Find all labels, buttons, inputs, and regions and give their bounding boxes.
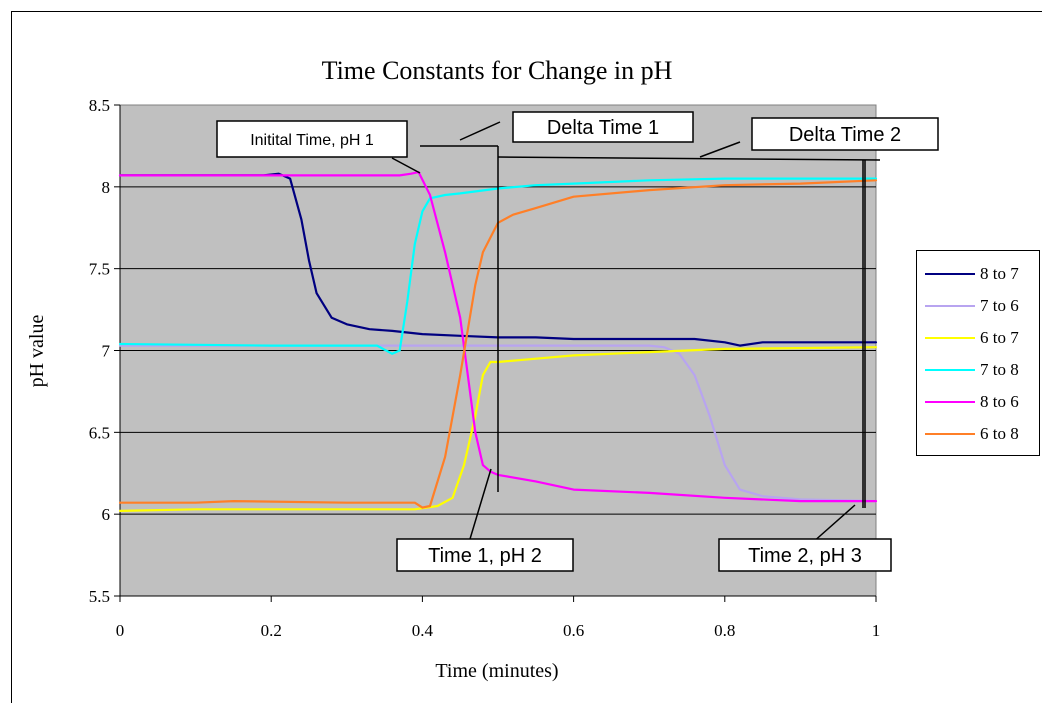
y-tick-label: 7.5 <box>89 260 110 279</box>
legend-label: 7 to 8 <box>980 360 1019 379</box>
legend-label: 6 to 7 <box>980 328 1019 347</box>
annotation-leader <box>699 141 741 158</box>
annotation-box <box>718 538 892 572</box>
annotation-box <box>396 538 574 572</box>
x-tick-label: 0.2 <box>261 621 282 640</box>
annotation-label: Time 1, pH 2 <box>428 545 542 567</box>
legend-item: 6 to 7 <box>917 327 1041 349</box>
legend-item: 7 to 6 <box>917 295 1041 317</box>
annotation-leader <box>497 156 881 161</box>
x-tick-label: 0 <box>116 621 125 640</box>
series-line-6 <box>118 179 878 509</box>
annotation-leader <box>391 157 421 174</box>
legend-swatch <box>925 369 975 371</box>
legend-swatch <box>925 273 975 275</box>
annotation-box <box>216 120 408 158</box>
annotation-label: Initital Time, pH 1 <box>250 132 374 149</box>
legend-swatch <box>925 401 975 403</box>
series-line-5 <box>118 171 878 503</box>
annotation-leader <box>466 468 492 550</box>
legend-item: 8 to 6 <box>917 391 1041 413</box>
annotation-label: Delta Time 1 <box>547 117 659 139</box>
legend-item: 8 to 7 <box>917 263 1041 285</box>
y-tick-label: 6 <box>102 505 111 524</box>
y-tick-label: 7 <box>102 342 111 361</box>
chart-frame <box>11 11 1042 703</box>
y-axis-label: pH value <box>26 315 48 388</box>
series-line-1 <box>118 172 878 347</box>
legend-swatch <box>925 337 975 339</box>
annotation-label: Time 2, pH 3 <box>748 545 862 567</box>
y-tick-label: 6.5 <box>89 423 110 442</box>
legend-label: 6 to 8 <box>980 424 1019 443</box>
legend-item: 6 to 8 <box>917 423 1041 445</box>
legend-label: 8 to 7 <box>980 264 1019 283</box>
series-line-3 <box>118 346 878 512</box>
legend-swatch <box>925 305 975 307</box>
annotation-label: Delta Time 2 <box>789 124 901 146</box>
x-axis-label: Time (minutes) <box>435 660 558 682</box>
annotation-box <box>512 111 694 143</box>
legend: 8 to 7 7 to 6 6 to 7 7 to 8 8 to 6 6 to 8 <box>916 250 1040 456</box>
x-tick-label: 1 <box>872 621 881 640</box>
legend-label: 8 to 6 <box>980 392 1019 411</box>
series-line-2 <box>118 344 878 503</box>
legend-swatch <box>925 433 975 435</box>
legend-item: 7 to 8 <box>917 359 1041 381</box>
x-tick-label: 0.8 <box>714 621 735 640</box>
chart-title: Time Constants for Change in pH <box>322 56 673 85</box>
x-tick-label: 0.4 <box>412 621 434 640</box>
annotation-box <box>751 117 939 151</box>
y-tick-label: 8 <box>102 178 111 197</box>
y-tick-label: 5.5 <box>89 587 110 606</box>
y-tick-label: 8.5 <box>89 96 110 115</box>
annotation-leader <box>459 121 501 141</box>
x-tick-label: 0.6 <box>563 621 584 640</box>
legend-label: 7 to 6 <box>980 296 1019 315</box>
